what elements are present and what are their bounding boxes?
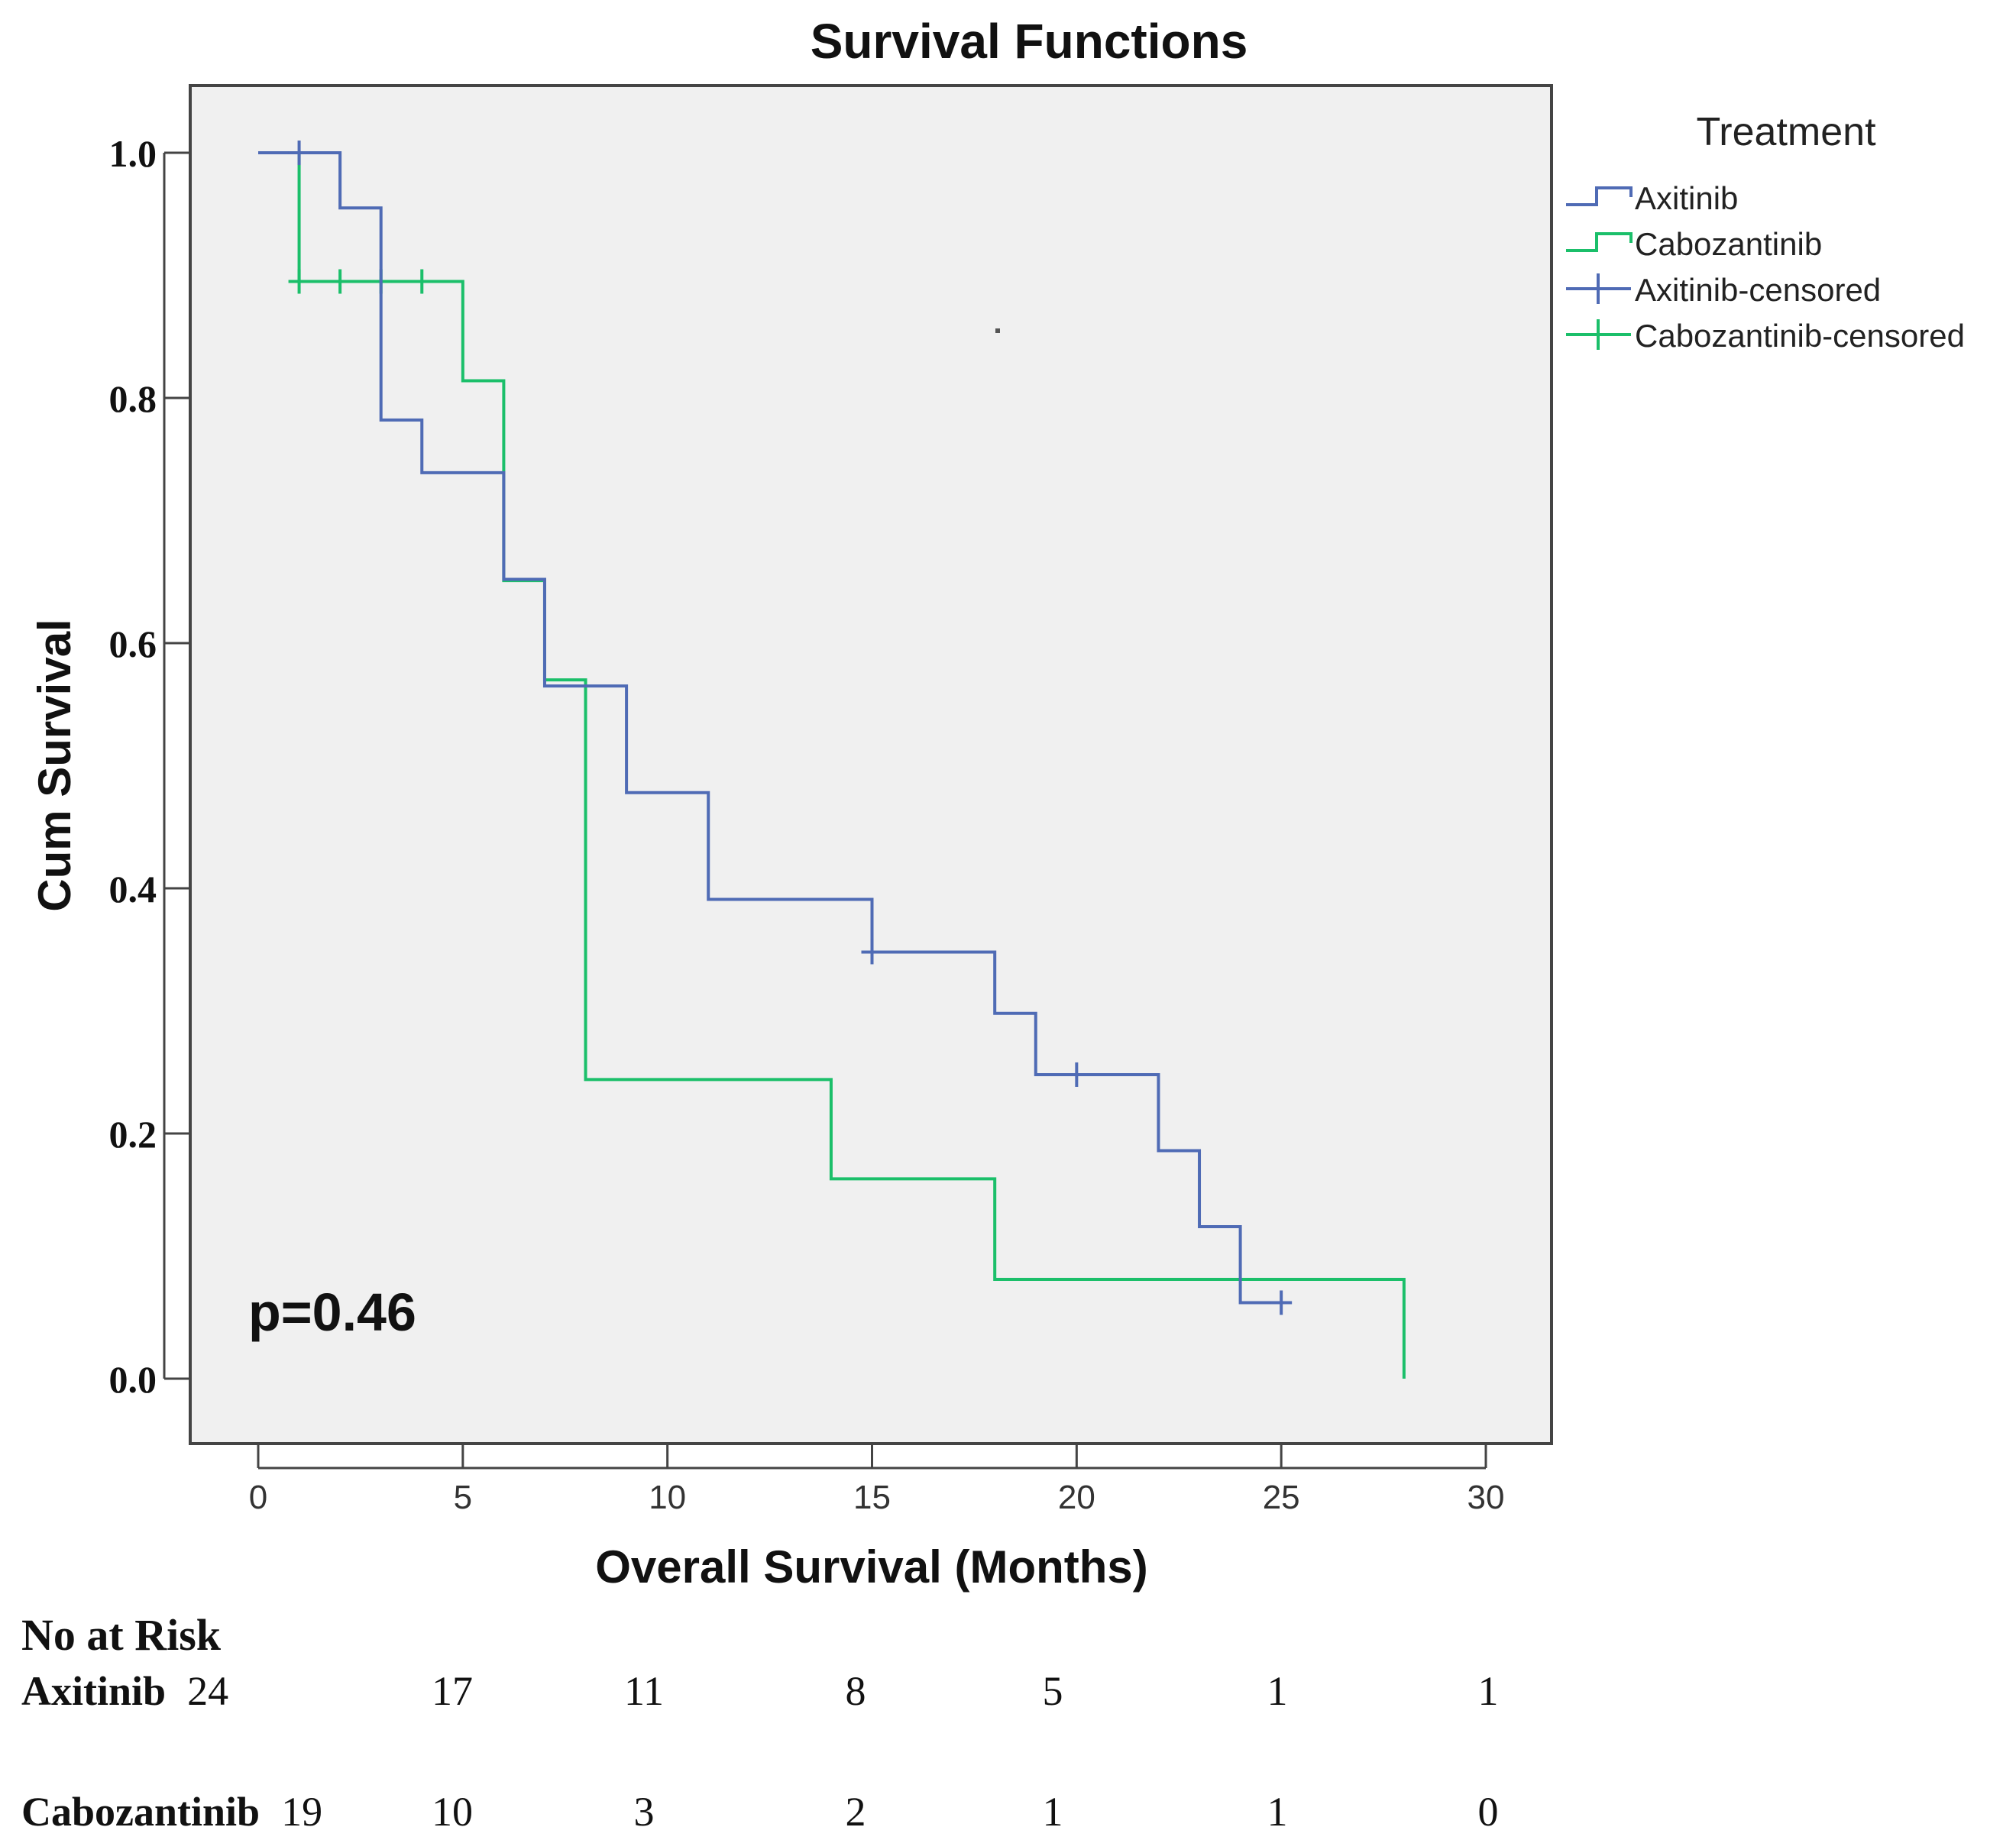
legend-item-cabozantinib: Cabozantinib — [1566, 226, 1822, 262]
legend-title: Treatment — [1696, 110, 1876, 154]
risk-count: 17 — [432, 1668, 473, 1714]
risk-row-axitinib: Axitinib 24 17 11 8 5 1 1 — [21, 1668, 1499, 1714]
censor-mark-axitinib — [861, 939, 883, 965]
legend-step-icon — [1566, 186, 1633, 206]
x-tick-label: 25 — [1263, 1479, 1300, 1516]
risk-count: 0 — [1478, 1789, 1499, 1835]
series-line-axitinib — [258, 151, 1282, 1305]
risk-table-header: No at Risk — [21, 1610, 222, 1660]
censor-mark-axitinib — [1066, 1062, 1088, 1087]
censor-mark-cabozantinib — [411, 269, 433, 294]
legend-label: Axitinib — [1635, 180, 1738, 216]
chart-title: Survival Functions — [811, 14, 1248, 69]
risk-row-label: Axitinib — [21, 1668, 166, 1714]
risk-count: 19 — [281, 1789, 322, 1835]
legend-label: Axitinib-censored — [1635, 272, 1881, 308]
survival-curves — [258, 141, 1406, 1379]
legend-step-icon — [1566, 232, 1633, 252]
x-tick-label: 15 — [853, 1479, 891, 1516]
legend-label: Cabozantinib — [1635, 226, 1822, 262]
y-tick-label: 0.4 — [109, 868, 157, 910]
censor-mark-cabozantinib — [288, 269, 310, 294]
risk-count: 1 — [1043, 1789, 1063, 1835]
y-tick-label: 0.2 — [109, 1113, 157, 1156]
legend: Treatment Axitinib Cabozantinib Axitinib-c… — [1566, 110, 1965, 354]
x-axis: 0 5 10 15 20 25 30 — [249, 1444, 1505, 1516]
risk-row-cabozantinib: Cabozantinib 19 10 3 2 1 1 0 — [21, 1789, 1499, 1835]
y-axis-label: Cum Survival — [29, 619, 80, 911]
risk-count: 3 — [634, 1789, 655, 1835]
stray-dot — [995, 328, 1000, 333]
y-tick-label: 1.0 — [109, 132, 157, 175]
censor-mark-axitinib — [288, 141, 310, 165]
legend-item-axitinib: Axitinib — [1566, 180, 1738, 216]
risk-count: 2 — [846, 1789, 866, 1835]
censor-mark-cabozantinib — [329, 269, 351, 294]
p-value-annotation: p=0.46 — [248, 1282, 416, 1342]
x-tick-label: 20 — [1058, 1479, 1095, 1516]
x-tick-label: 30 — [1468, 1479, 1505, 1516]
y-axis: 0.0 0.2 0.4 0.6 0.8 1.0 — [109, 132, 190, 1401]
y-tick-label: 0.0 — [109, 1358, 157, 1401]
risk-count: 24 — [187, 1668, 228, 1714]
plot-area — [189, 84, 1553, 1445]
risk-count: 1 — [1267, 1789, 1288, 1835]
risk-count: 5 — [1043, 1668, 1063, 1714]
x-tick-label: 5 — [454, 1479, 472, 1516]
risk-row-label: Cabozantinib — [21, 1789, 260, 1835]
legend-item-axitinib-censored: Axitinib-censored — [1566, 272, 1881, 308]
y-tick-label: 0.6 — [109, 622, 157, 665]
risk-table: No at Risk Axitinib 24 17 11 8 5 1 1Cabozantini… — [21, 1610, 1499, 1835]
risk-count: 1 — [1267, 1668, 1288, 1714]
risk-count: 1 — [1478, 1668, 1499, 1714]
legend-label: Cabozantinib-censored — [1635, 318, 1965, 354]
risk-count: 10 — [432, 1789, 473, 1835]
risk-count: 8 — [846, 1668, 866, 1714]
y-tick-label: 0.8 — [109, 377, 157, 420]
censor-mark-axitinib — [1270, 1290, 1293, 1315]
x-tick-label: 0 — [249, 1479, 267, 1516]
legend-item-cabozantinib-censored: Cabozantinib-censored — [1566, 318, 1965, 354]
x-tick-label: 10 — [649, 1479, 686, 1516]
risk-count: 11 — [624, 1668, 664, 1714]
x-axis-label: Overall Survival (Months) — [595, 1541, 1148, 1593]
